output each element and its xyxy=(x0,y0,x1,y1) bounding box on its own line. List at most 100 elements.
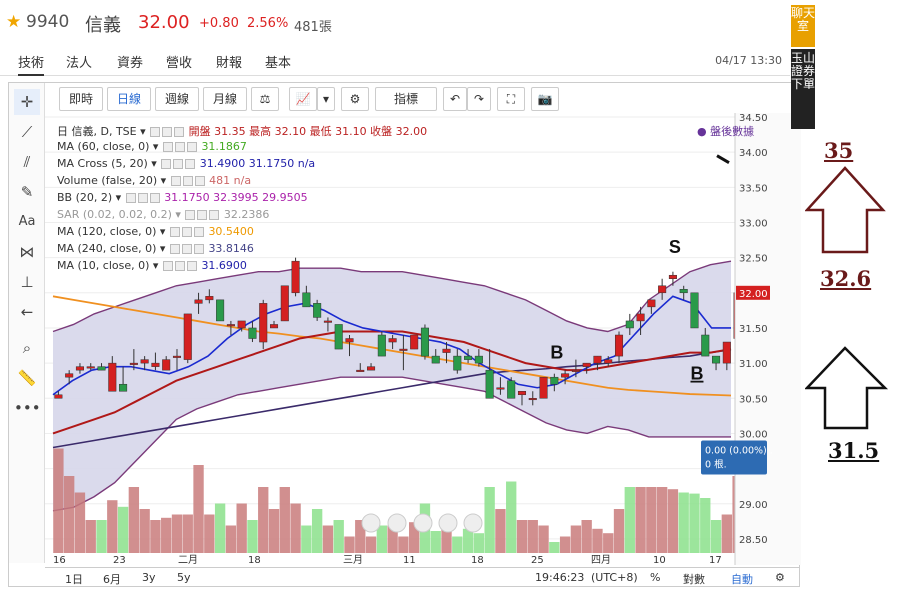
auto-toggle[interactable]: 自動 xyxy=(731,573,753,586)
compare-icon[interactable]: ⚖ xyxy=(251,87,279,111)
candle-body xyxy=(410,334,419,350)
legend-macross[interactable]: MA Cross (5, 20) ▾ xyxy=(57,157,157,170)
range-5y[interactable]: 5y xyxy=(177,571,191,584)
tab-margin[interactable]: 資券 xyxy=(117,56,144,71)
volume-bar xyxy=(710,520,722,553)
candle-body xyxy=(194,299,203,304)
price-chart[interactable]: S B B 34.50 34.00 33.50 33.00 32.50 32.00 31.50 31… xyxy=(45,113,801,565)
chevron-down-icon[interactable]: ▾ xyxy=(317,87,335,111)
candle-body xyxy=(119,383,128,392)
volume-bar xyxy=(365,536,377,553)
fullscreen-icon[interactable]: ⛶ xyxy=(497,87,525,111)
legend-ma240[interactable]: MA (240, close, 0) ▾ xyxy=(57,242,166,255)
volume-bar xyxy=(355,520,366,553)
settings-gear-icon[interactable]: ⚙ xyxy=(775,571,785,584)
legend-ma60[interactable]: MA (60, close, 0) ▾ xyxy=(57,140,159,153)
tab-institutional[interactable]: 法人 xyxy=(66,56,93,71)
undo-icon[interactable]: ↶ xyxy=(443,87,467,111)
candle-body xyxy=(65,373,74,378)
legend-symbol[interactable]: 日 信義, D, TSE ▾ xyxy=(57,125,146,138)
redo-icon[interactable]: ↷ xyxy=(467,87,491,111)
volume-bar xyxy=(592,528,603,553)
support-label: 31.5 xyxy=(828,438,880,463)
tab-basic[interactable]: 基本 xyxy=(265,56,292,71)
candle-body xyxy=(712,355,721,364)
arrow-left-icon[interactable]: ← xyxy=(20,303,34,321)
volume-bar xyxy=(333,520,344,553)
favorite-star-icon[interactable]: ★ xyxy=(6,12,22,32)
legend-bb[interactable]: BB (20, 2) ▾ xyxy=(57,191,122,204)
snapshot-camera-icon[interactable]: 📷 xyxy=(531,87,559,111)
range-3y[interactable]: 3y xyxy=(142,571,156,584)
volume-bar xyxy=(225,525,237,553)
candle-body xyxy=(517,391,527,396)
volume-bar xyxy=(139,509,150,553)
y-axis-tick: 33.00 xyxy=(739,218,768,229)
more-icon[interactable]: ••• xyxy=(14,399,41,417)
range-1d[interactable]: 1日 xyxy=(65,573,83,586)
zoom-nav-button xyxy=(463,513,483,533)
volume-bar xyxy=(96,520,107,553)
bollinger-band-fill xyxy=(53,261,731,511)
candle-body xyxy=(226,324,235,327)
candle-body xyxy=(248,327,257,339)
log-toggle[interactable]: 對數 xyxy=(683,573,705,586)
ruler-icon[interactable]: 📏 xyxy=(17,369,37,387)
volume-bar xyxy=(527,520,538,553)
text-tool-icon[interactable]: Aa xyxy=(18,214,36,229)
candle-body xyxy=(205,296,214,301)
range-6m[interactable]: 6月 xyxy=(103,573,121,586)
legend-sar[interactable]: SAR (0.02, 0.02, 0.2) ▾ xyxy=(57,208,181,221)
x-axis-tick: 三月 xyxy=(343,554,363,565)
candle-body xyxy=(172,355,182,358)
indicators-button[interactable]: 指標 xyxy=(375,87,437,111)
tab-financials[interactable]: 財報 xyxy=(216,56,243,71)
after-hours-data[interactable]: ● 盤後數據 xyxy=(697,125,755,138)
order-button[interactable]: 玉山證券下單 xyxy=(791,49,815,129)
candle-body xyxy=(625,320,634,329)
timezone: (UTC+8) xyxy=(591,571,638,584)
brush-icon[interactable]: ✎ xyxy=(20,183,34,201)
candle-body xyxy=(377,334,386,357)
weekly-button[interactable]: 週線 xyxy=(155,87,199,111)
volume-bar xyxy=(63,476,75,553)
candle-body xyxy=(313,303,322,318)
percent-toggle[interactable]: % xyxy=(650,571,661,584)
tooltip-line: 0.00 (0.00%) . xyxy=(705,445,773,456)
legend-ma10[interactable]: MA (10, close, 0) ▾ xyxy=(57,259,159,272)
fibonacci-icon[interactable]: ⫽ xyxy=(23,153,31,171)
volume-bar xyxy=(398,536,409,553)
candle-body xyxy=(431,355,440,364)
legend-ma120[interactable]: MA (120, close, 0) ▾ xyxy=(57,225,166,238)
chatroom-button[interactable]: 聊天室 xyxy=(791,5,815,47)
clock-time: 19:46:23 xyxy=(535,571,585,584)
candle-body xyxy=(474,355,483,364)
candle-body xyxy=(291,260,300,294)
volume-bar xyxy=(279,487,290,553)
crosshair-icon[interactable]: ✛ xyxy=(14,89,40,115)
volume-bar xyxy=(506,481,517,553)
volume-bar xyxy=(290,503,301,553)
candle-body xyxy=(259,303,268,343)
tooltip-box xyxy=(701,440,767,475)
volume-bar xyxy=(344,536,355,553)
monthly-button[interactable]: 月線 xyxy=(203,87,247,111)
ma-red-line xyxy=(52,330,732,435)
tab-technical[interactable]: 技術 xyxy=(18,52,45,76)
bollinger-upper-line xyxy=(52,260,732,333)
measure-icon[interactable]: ⊥ xyxy=(20,273,34,291)
stock-code: 9940 xyxy=(26,12,70,32)
trendline-icon[interactable]: ⟋ xyxy=(21,123,33,141)
resistance-label: 32.6 xyxy=(820,266,872,291)
legend-volume[interactable]: Volume (false, 20) ▾ xyxy=(57,174,167,187)
zoom-icon[interactable]: ⌕ xyxy=(22,339,32,357)
candle-type-icon[interactable]: 📈 xyxy=(289,87,317,111)
daily-button[interactable]: 日線 xyxy=(107,87,151,111)
realtime-button[interactable]: 即時 xyxy=(59,87,103,111)
candle-body xyxy=(75,366,84,371)
pattern-icon[interactable]: ⋈ xyxy=(19,243,35,261)
candle-body xyxy=(636,313,645,322)
tab-revenue[interactable]: 營收 xyxy=(166,56,193,71)
settings-gear-icon[interactable]: ⚙ xyxy=(341,87,369,111)
candle-body xyxy=(453,355,462,371)
